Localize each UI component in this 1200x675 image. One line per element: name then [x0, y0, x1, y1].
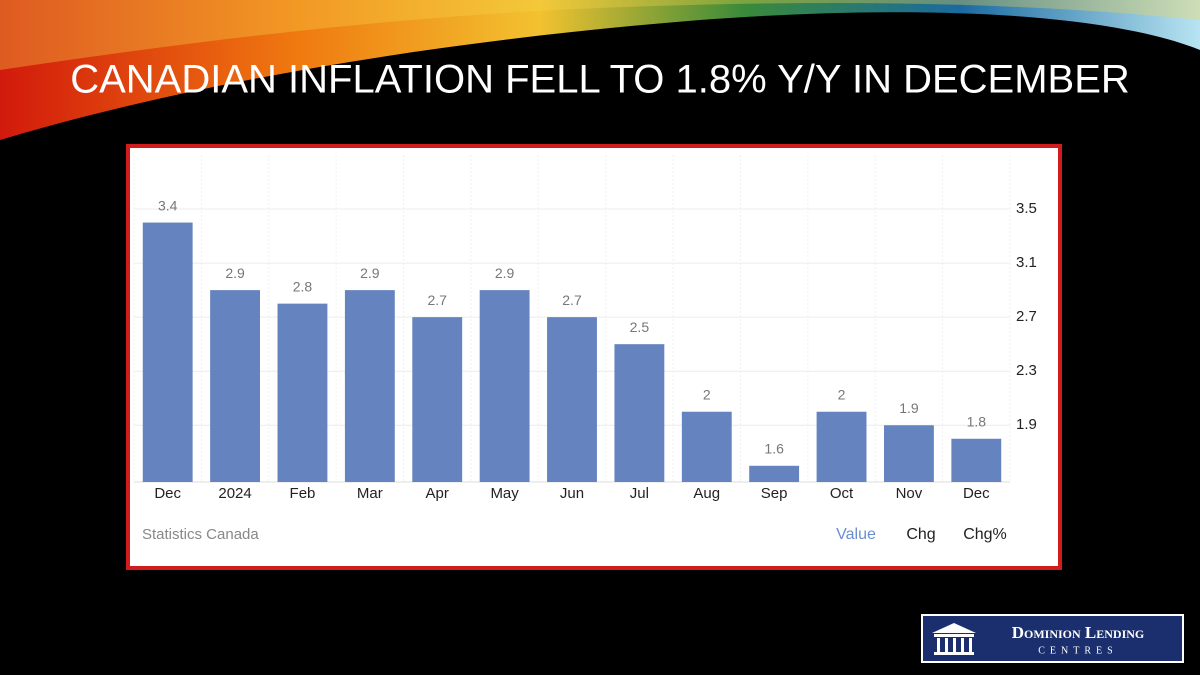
- bar: [210, 290, 261, 482]
- x-tick-label: Jul: [630, 485, 649, 502]
- x-tick-label: Feb: [290, 485, 316, 502]
- x-tick-label: Sep: [761, 485, 788, 502]
- value-label: 2: [838, 386, 846, 402]
- bar: [412, 317, 463, 482]
- x-tick-label: Mar: [357, 485, 383, 502]
- value-label: 1.6: [764, 440, 784, 456]
- value-label: 1.8: [967, 413, 987, 429]
- x-tick-label: Dec: [963, 485, 990, 502]
- value-label: 2.9: [360, 265, 380, 281]
- y-tick-label: 2.3: [1016, 362, 1037, 379]
- y-tick-label: 2.7: [1016, 308, 1037, 325]
- bar: [277, 303, 328, 482]
- swoosh: [0, 0, 1200, 140]
- tab[interactable]: Chg: [906, 526, 935, 543]
- bar: [951, 438, 1002, 482]
- y-tick-label: 1.9: [1016, 416, 1037, 433]
- x-tick-label: May: [490, 485, 519, 502]
- y-tick-label: 3.1: [1016, 254, 1037, 271]
- bar: [883, 425, 934, 482]
- bar: [816, 411, 867, 482]
- bar: [614, 344, 665, 482]
- value-label: 2.7: [562, 292, 582, 308]
- logo-name: Dominion Lending: [1012, 623, 1145, 642]
- swoosh-highlight: [0, 0, 1200, 70]
- bar: [749, 465, 800, 482]
- value-label: 2.7: [427, 292, 447, 308]
- source: Statistics Canada: [142, 526, 259, 543]
- bar: [479, 290, 530, 482]
- value-label: 2: [703, 386, 711, 402]
- x-tick-label: Jun: [560, 485, 584, 502]
- bar: [142, 222, 193, 482]
- value-label: 2.9: [225, 265, 245, 281]
- bar: [344, 290, 395, 482]
- bar: [681, 411, 732, 482]
- tab[interactable]: Value: [836, 526, 876, 543]
- x-tick-label: Aug: [693, 485, 720, 502]
- value-label: 1.9: [899, 400, 919, 416]
- value-label: 2.5: [630, 319, 650, 335]
- value-label: 3.4: [158, 197, 178, 213]
- x-tick-label: Nov: [896, 485, 923, 502]
- x-tick-label: 2024: [218, 485, 251, 502]
- tab[interactable]: Chg%: [963, 526, 1007, 543]
- x-tick-label: Dec: [154, 485, 181, 502]
- value-label: 2.9: [495, 265, 515, 281]
- chart: 1.9 2.3 2.7 3.1 3.5 Dec 3.4 2024 2.9 Feb 2.8 Mar 2.9…: [133, 155, 1037, 502]
- slide-title: CANADIAN INFLATION FELL TO 1.8% Y/Y IN D…: [70, 58, 1130, 102]
- x-tick-label: Oct: [830, 485, 854, 502]
- value-label: 2.8: [293, 278, 313, 294]
- bar: [547, 317, 597, 482]
- logo-icon: [932, 623, 976, 655]
- logo-sub: Centres: [1038, 645, 1117, 656]
- x-tick-label: Apr: [426, 485, 449, 502]
- y-tick-label: 3.5: [1016, 200, 1037, 217]
